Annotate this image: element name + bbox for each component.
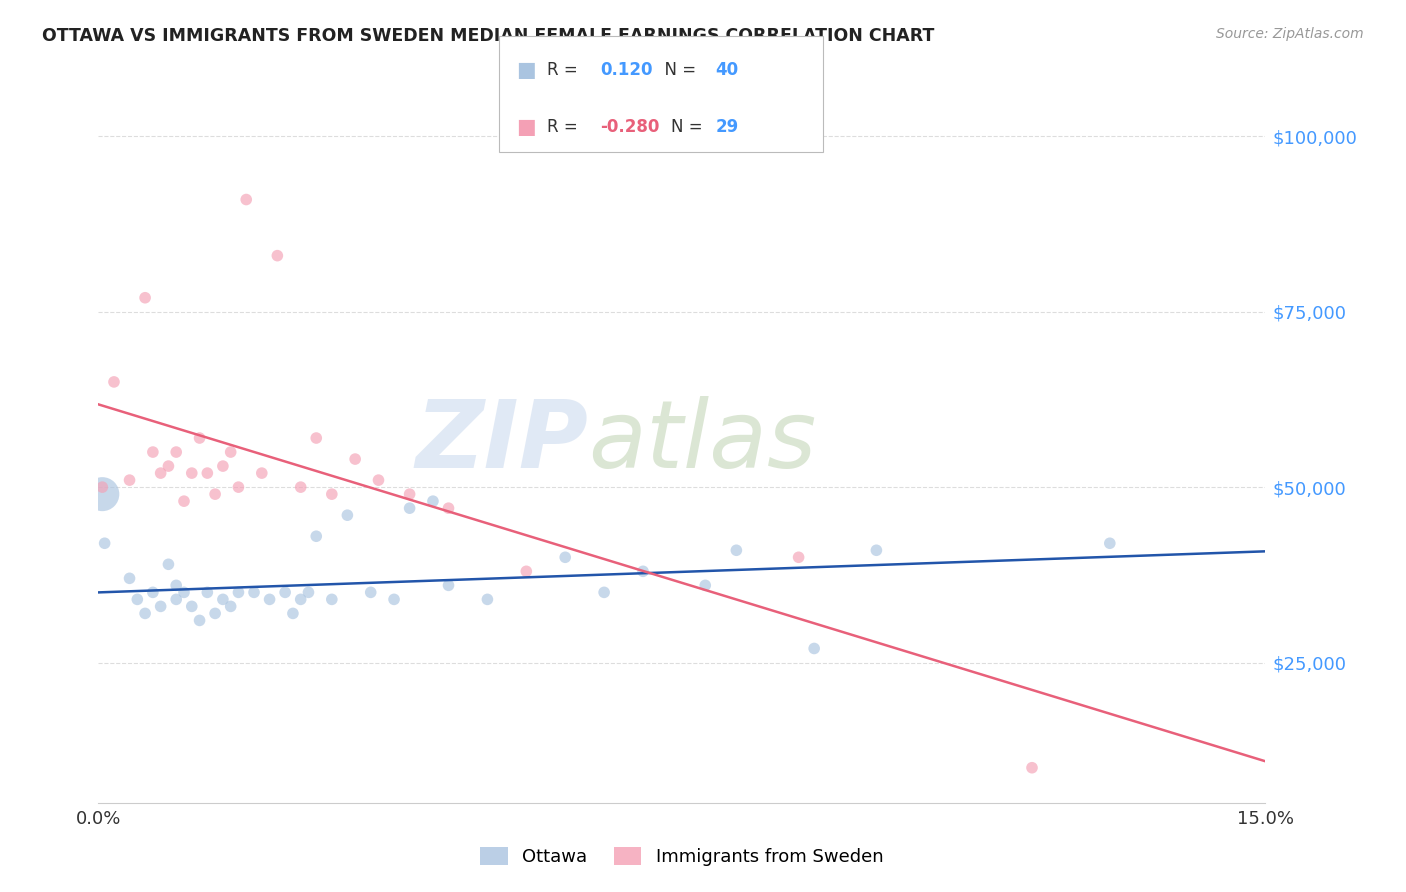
Point (367, 473, 389, 487)
Point (305, 431, 328, 445)
Text: N =: N = (671, 118, 707, 136)
Point (787, 550, 810, 565)
Text: Source: ZipAtlas.com: Source: ZipAtlas.com (1216, 27, 1364, 41)
Point (142, 585, 165, 599)
Point (250, 466, 273, 480)
Point (204, 607, 226, 621)
Point (157, 459, 180, 474)
Point (274, 585, 297, 599)
Text: ZIP: ZIP (416, 395, 589, 488)
Point (188, 431, 211, 445)
Point (266, 249, 288, 263)
Text: R =: R = (547, 118, 583, 136)
Point (127, 592, 149, 607)
Point (1098, 536, 1121, 550)
Point (290, 480, 312, 494)
Point (228, 480, 250, 494)
Point (118, 571, 141, 585)
Point (281, 607, 304, 621)
Point (180, 466, 202, 480)
Point (157, 558, 180, 572)
Point (165, 445, 187, 459)
Point (695, 578, 717, 592)
Text: 29: 29 (716, 118, 740, 136)
Text: -0.280: -0.280 (600, 118, 659, 136)
Point (803, 641, 825, 656)
Point (91, 480, 114, 494)
Point (259, 592, 281, 607)
Text: N =: N = (654, 61, 702, 78)
Text: ■: ■ (516, 60, 536, 79)
Point (235, 193, 257, 207)
Point (398, 487, 420, 501)
Point (360, 585, 382, 599)
Point (195, 585, 218, 599)
Text: R =: R = (547, 61, 583, 78)
Point (290, 592, 312, 607)
Point (134, 291, 156, 305)
Point (173, 585, 195, 599)
Point (865, 543, 887, 558)
Point (336, 508, 359, 523)
Point (398, 501, 420, 516)
Point (631, 564, 654, 578)
Point (297, 585, 319, 599)
Point (1021, 761, 1043, 775)
Point (188, 614, 211, 628)
Point (173, 494, 195, 508)
Text: OTTAWA VS IMMIGRANTS FROM SWEDEN MEDIAN FEMALE EARNINGS CORRELATION CHART: OTTAWA VS IMMIGRANTS FROM SWEDEN MEDIAN … (42, 27, 935, 45)
Point (134, 607, 156, 621)
Point (180, 599, 202, 614)
Point (149, 599, 172, 614)
Point (593, 585, 616, 599)
Point (142, 445, 165, 459)
Point (477, 592, 499, 607)
Point (91, 487, 114, 501)
Point (103, 375, 125, 389)
Point (554, 550, 576, 565)
Legend: Ottawa, Immigrants from Sweden: Ottawa, Immigrants from Sweden (481, 847, 883, 866)
Point (118, 473, 141, 487)
Text: 40: 40 (716, 61, 738, 78)
Point (204, 487, 226, 501)
Point (321, 592, 343, 607)
Point (93, 536, 115, 550)
Point (437, 501, 460, 516)
Point (212, 459, 235, 474)
Point (212, 592, 235, 607)
Point (219, 445, 242, 459)
Point (422, 494, 444, 508)
Point (195, 466, 218, 480)
Point (228, 585, 250, 599)
Point (382, 592, 405, 607)
Point (515, 564, 537, 578)
Point (344, 452, 367, 467)
Text: ■: ■ (516, 117, 536, 136)
Point (305, 529, 328, 543)
Point (149, 466, 172, 480)
Point (725, 543, 748, 558)
Point (437, 578, 460, 592)
Text: 0.120: 0.120 (600, 61, 652, 78)
Text: atlas: atlas (589, 396, 817, 487)
Point (165, 592, 187, 607)
Point (321, 487, 343, 501)
Point (243, 585, 266, 599)
Point (165, 578, 187, 592)
Point (219, 599, 242, 614)
